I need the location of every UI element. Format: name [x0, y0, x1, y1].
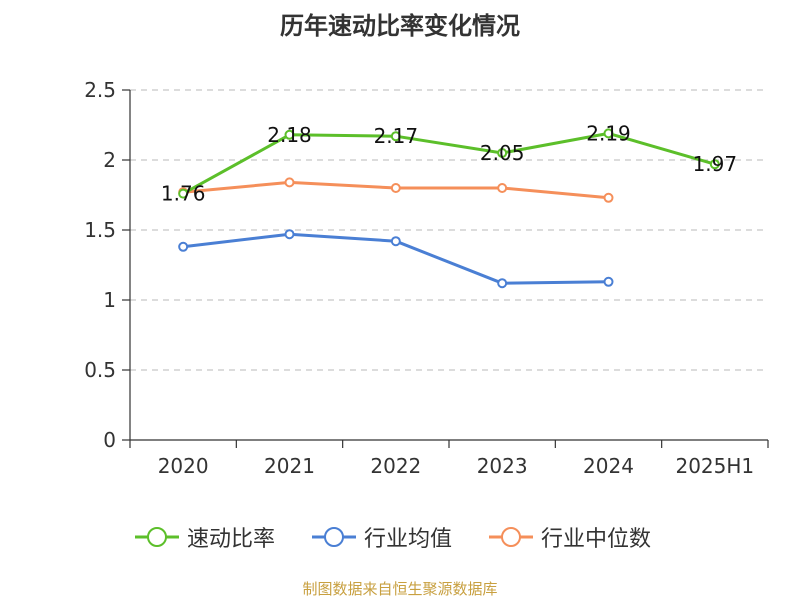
data-label: 2.05: [480, 141, 525, 165]
data-point[interactable]: [603, 276, 614, 287]
data-point[interactable]: [178, 188, 189, 199]
data-label: 2.19: [586, 121, 631, 145]
data-point[interactable]: [390, 183, 401, 193]
data-label: 1.76: [161, 182, 206, 206]
x-tick-label: 2025H1: [675, 454, 754, 478]
data-point[interactable]: [284, 177, 295, 188]
x-tick-label: 2024: [583, 454, 634, 478]
chart-title: 历年速动比率变化情况: [280, 12, 520, 40]
x-tick-label: 2021: [264, 454, 315, 478]
legend-item-industry-median[interactable]: 行业中位数: [487, 520, 651, 554]
y-tick-label: 2: [103, 148, 116, 172]
y-tick-label: 1: [103, 288, 116, 312]
data-point[interactable]: [709, 159, 720, 170]
legend-item-industry-mean[interactable]: 行业均值: [310, 520, 452, 554]
data-labels: 1.76 2.18 2.17 2.05 2.19 1.97: [161, 121, 737, 205]
data-point[interactable]: [497, 148, 508, 158]
y-tick-label: 0: [103, 428, 116, 452]
x-tick-label: 2023: [477, 454, 528, 478]
data-point[interactable]: [497, 183, 508, 193]
data-point[interactable]: [390, 236, 401, 247]
data-label: 2.18: [267, 123, 312, 147]
legend-label: 行业中位数: [541, 527, 652, 552]
legend-label: 速动比率: [187, 527, 276, 552]
x-tick-label: 2022: [370, 454, 421, 478]
data-point[interactable]: [603, 192, 614, 203]
data-point[interactable]: [497, 278, 508, 289]
legend: 速动比率 行业均值 行业中位数: [0, 520, 800, 554]
x-tick-label: 2020: [158, 454, 209, 478]
data-label: 2.17: [374, 124, 419, 148]
series-group: [178, 128, 720, 289]
legend-marker-icon: [135, 527, 179, 547]
y-tick-label: 2.5: [84, 78, 116, 102]
axes: 0 0.5 1 1.5 2 2.5 2020 2021 2022 2023 2024 2025H1: [84, 78, 769, 478]
data-point[interactable]: [284, 129, 295, 140]
legend-marker-icon: [489, 527, 533, 547]
legend-label: 行业均值: [364, 527, 453, 552]
legend-item-quick-ratio[interactable]: 速动比率: [133, 520, 275, 554]
y-tick-label: 1.5: [84, 218, 116, 242]
data-point[interactable]: [284, 229, 295, 240]
data-label: 1.97: [693, 152, 738, 176]
source-note: 制图数据来自恒生聚源数据库: [302, 580, 498, 598]
series-line: [182, 131, 716, 195]
gridlines: [130, 89, 768, 371]
data-point[interactable]: [390, 131, 401, 142]
legend-marker-icon: [312, 527, 356, 547]
data-point[interactable]: [603, 128, 614, 139]
y-tick-label: 0.5: [84, 358, 116, 382]
data-point[interactable]: [178, 241, 189, 252]
